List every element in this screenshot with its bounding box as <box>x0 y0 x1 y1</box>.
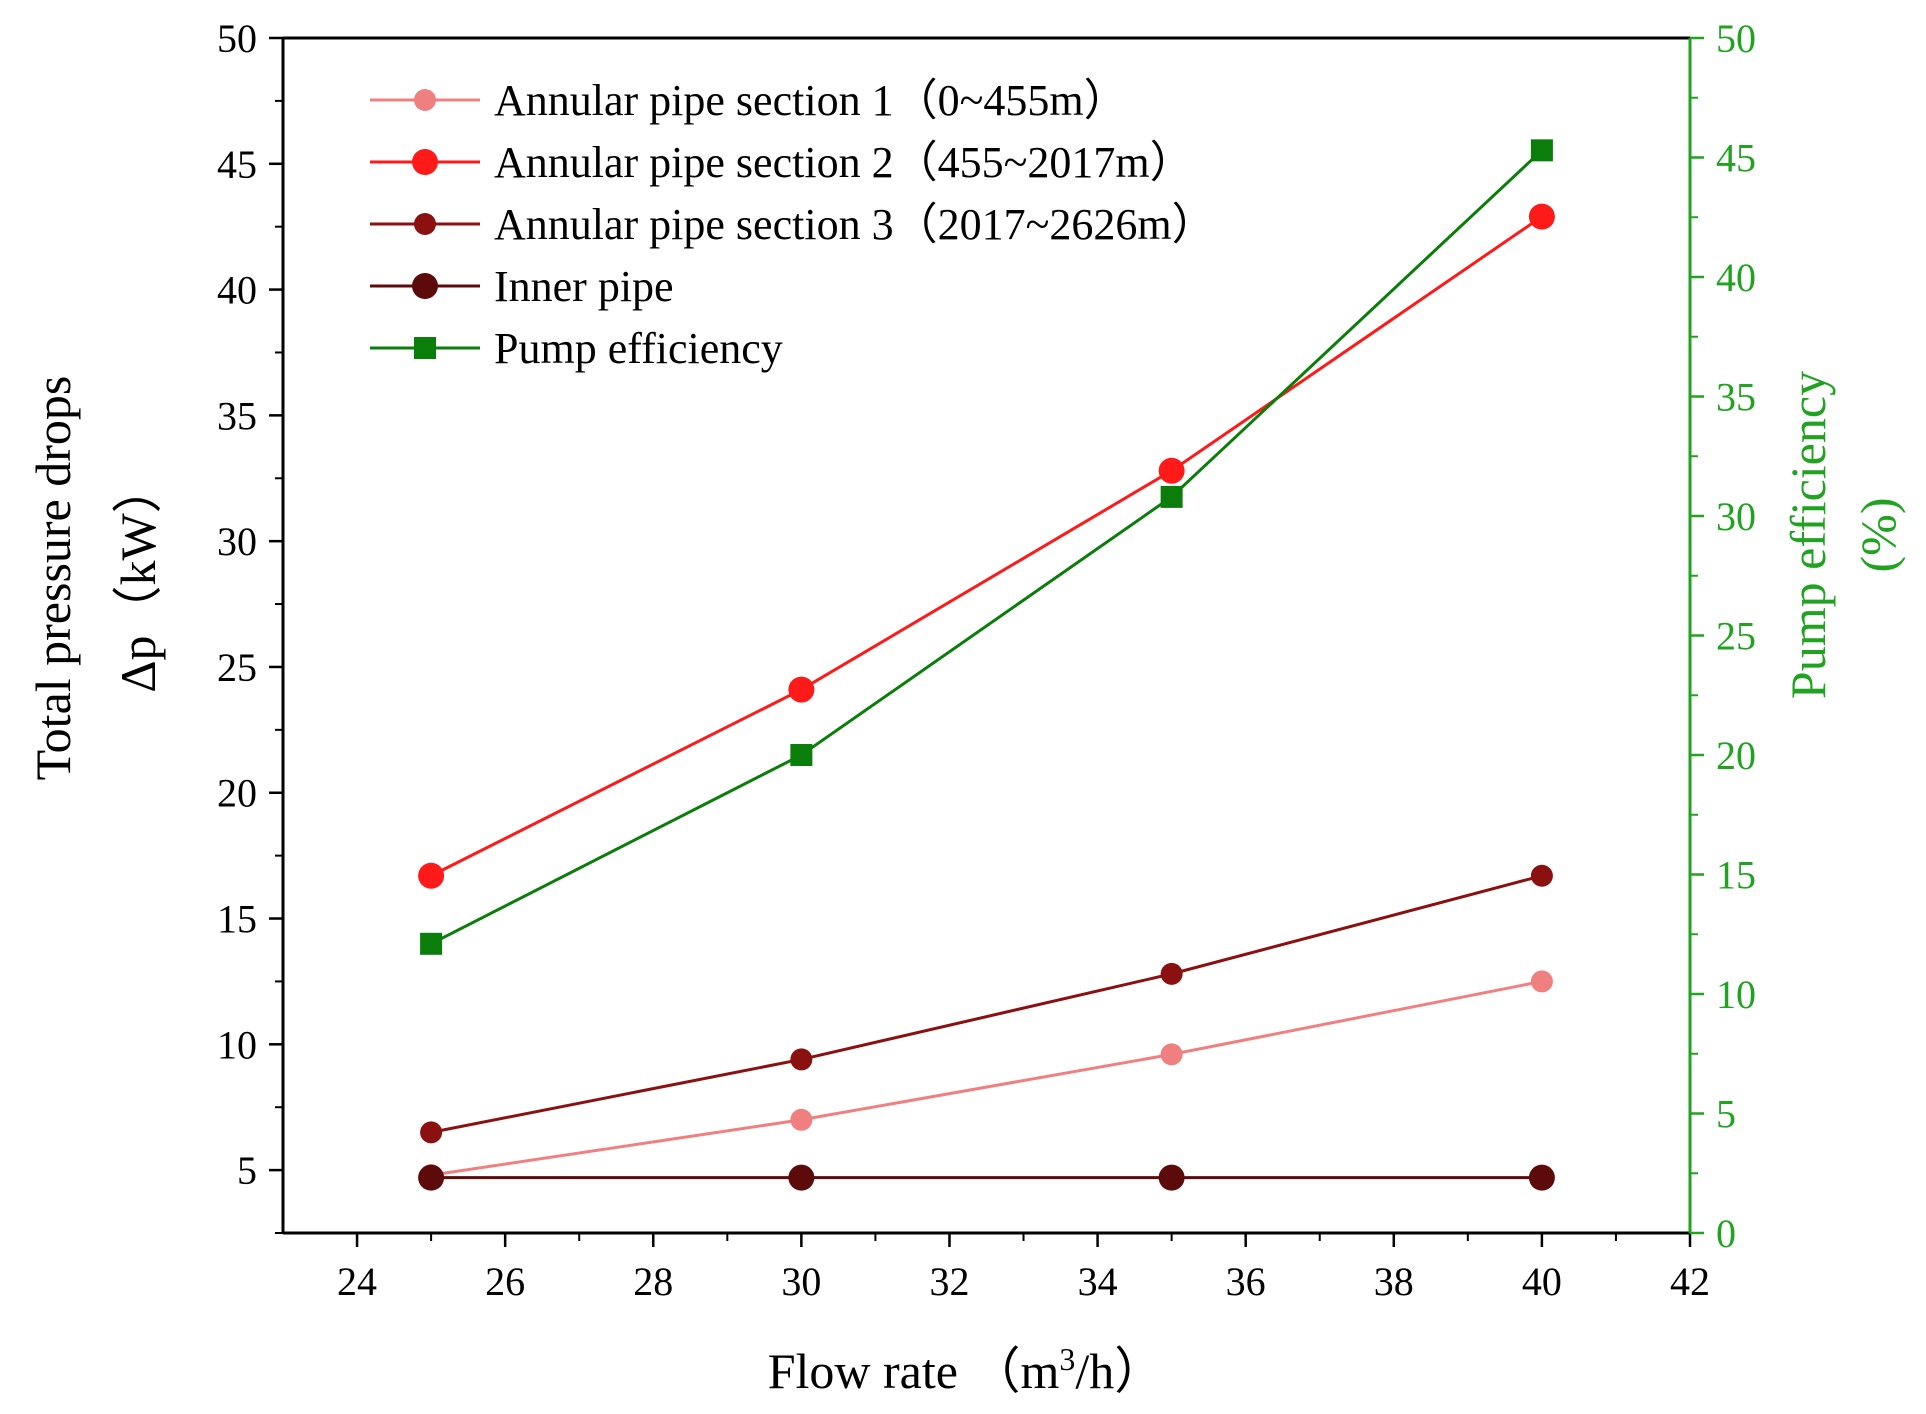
legend-marker <box>414 89 436 111</box>
y-right-tick-label: 10 <box>1716 972 1756 1017</box>
legend-item-5: Pump efficiency <box>370 324 783 373</box>
series-line <box>430 979 1543 1177</box>
data-point <box>420 932 443 955</box>
x-axis-title-main: Flow rate （m <box>768 1343 1060 1399</box>
legend-item-4: Inner pipe <box>370 262 674 311</box>
series-line <box>430 149 1543 946</box>
y-left-axis-title-line1: Total pressure drops <box>25 376 81 781</box>
data-point <box>418 862 445 889</box>
x-tick-label: 42 <box>1670 1259 1710 1304</box>
data-point <box>790 1048 813 1071</box>
axes: 24 26 28 30 32 34 36 38 40 42 5 10 15 20 25 30 35 40 45 50 0… <box>217 16 1756 1304</box>
legend-label: Annular pipe section 1（0~455m） <box>494 76 1128 125</box>
data-point <box>420 1121 443 1144</box>
series-2 <box>418 203 1555 889</box>
x-axis-title-tail: /h） <box>1075 1343 1164 1399</box>
y-left-tick-label: 45 <box>217 142 257 187</box>
x-tick-label: 36 <box>1226 1259 1266 1304</box>
y-left-axis-title-line2: Δp（kW） <box>110 463 166 692</box>
x-tick-label: 38 <box>1374 1259 1414 1304</box>
data-point <box>1158 1164 1185 1191</box>
x-axis-title: Flow rate （m3/h） <box>768 1341 1165 1399</box>
data-point <box>1160 962 1183 985</box>
y-left-tick-label: 30 <box>217 519 257 564</box>
y-left-tick-label: 50 <box>217 16 257 61</box>
y-right-tick-label: 15 <box>1716 853 1756 898</box>
data-point <box>790 1108 813 1131</box>
y-left-tick-label: 5 <box>237 1148 257 1193</box>
series-line <box>430 874 1543 1134</box>
data-point <box>1530 970 1553 993</box>
legend-item-1: Annular pipe section 1（0~455m） <box>370 76 1128 125</box>
y-left-tick-label: 15 <box>217 897 257 942</box>
legend: Annular pipe section 1（0~455m） Annular pi… <box>370 76 1216 373</box>
x-tick-label: 30 <box>781 1259 821 1304</box>
y-right-tick-label: 35 <box>1716 375 1756 420</box>
legend-item-2: Annular pipe section 2（455~2017m） <box>370 138 1194 187</box>
x-tick-label: 40 <box>1522 1259 1562 1304</box>
x-tick-label: 32 <box>929 1259 969 1304</box>
data-point <box>1528 203 1555 230</box>
plot-area <box>418 139 1555 1191</box>
legend-label: Annular pipe section 3（2017~2626m） <box>494 200 1216 249</box>
data-point <box>1530 864 1553 887</box>
data-point <box>1160 1043 1183 1066</box>
y-right-tick-label: 20 <box>1716 733 1756 778</box>
y-right-tick-label: 5 <box>1716 1092 1736 1137</box>
series-5 <box>420 139 1553 955</box>
x-tick-label: 28 <box>633 1259 673 1304</box>
x-axis-title-sup: 3 <box>1059 1341 1075 1377</box>
y-right-tick-label: 50 <box>1716 16 1756 61</box>
legend-marker <box>412 149 438 175</box>
y-left-tick-label: 40 <box>217 268 257 313</box>
legend-label: Annular pipe section 2（455~2017m） <box>494 138 1194 187</box>
y-right-axis-title-line1: Pump efficiency <box>1780 371 1836 699</box>
legend-marker <box>414 337 436 359</box>
legend-marker <box>412 273 438 299</box>
y-right-tick-label: 45 <box>1716 136 1756 181</box>
series-3 <box>420 864 1553 1144</box>
legend-label: Pump efficiency <box>494 324 783 373</box>
y-left-tick-label: 20 <box>217 771 257 816</box>
series-4 <box>418 1164 1555 1191</box>
data-point <box>790 744 813 766</box>
y-right-axis-title-line2: (%) <box>1850 498 1906 573</box>
y-left-tick-label: 10 <box>217 1022 257 1067</box>
y-right-tick-label: 0 <box>1716 1211 1736 1256</box>
x-tick-label: 34 <box>1078 1259 1118 1304</box>
x-tick-label: 24 <box>337 1259 377 1304</box>
data-point <box>1158 457 1185 484</box>
legend-item-3: Annular pipe section 3（2017~2626m） <box>370 200 1216 249</box>
y-right-tick-label: 30 <box>1716 494 1756 539</box>
data-point <box>788 1164 815 1191</box>
y-right-tick-label: 25 <box>1716 614 1756 659</box>
data-point <box>1160 485 1183 508</box>
legend-marker <box>414 213 436 235</box>
series-line <box>430 215 1543 878</box>
y-left-tick-label: 25 <box>217 645 257 690</box>
y-right-tick-label: 40 <box>1716 255 1756 300</box>
data-point <box>788 676 815 703</box>
legend-label: Inner pipe <box>494 262 674 311</box>
data-point <box>1528 1164 1555 1191</box>
x-tick-label: 26 <box>485 1259 525 1304</box>
data-point <box>418 1164 445 1191</box>
y-left-tick-label: 35 <box>217 393 257 438</box>
data-point <box>1530 139 1553 162</box>
series-1 <box>420 970 1553 1187</box>
